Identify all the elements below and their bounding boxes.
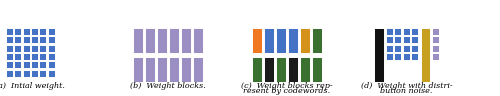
Bar	[48, 45, 54, 52]
Bar	[48, 70, 54, 77]
Bar	[276, 28, 285, 53]
Bar	[394, 45, 402, 52]
Bar	[288, 57, 298, 82]
Bar	[31, 53, 38, 60]
Bar	[432, 53, 439, 60]
Bar	[276, 57, 285, 82]
Bar	[402, 28, 409, 35]
Bar	[252, 57, 262, 82]
Bar	[14, 36, 21, 43]
Bar	[22, 28, 30, 35]
Bar	[432, 45, 439, 52]
Text: (d)  Weight with distri-: (d) Weight with distri-	[361, 82, 452, 90]
Bar	[6, 45, 13, 52]
Bar	[22, 36, 30, 43]
Bar	[411, 28, 418, 35]
Bar	[39, 70, 46, 77]
Bar	[394, 36, 402, 43]
Bar	[31, 70, 38, 77]
Bar	[14, 70, 21, 77]
Bar	[39, 45, 46, 52]
Bar	[6, 61, 13, 68]
Bar	[39, 28, 46, 35]
Bar	[6, 28, 13, 35]
Bar	[252, 28, 262, 53]
Bar	[48, 61, 54, 68]
Bar	[157, 28, 166, 53]
Bar	[374, 28, 384, 82]
Bar	[193, 28, 202, 53]
Bar	[14, 61, 21, 68]
Bar	[6, 53, 13, 60]
Bar	[22, 53, 30, 60]
Bar	[264, 57, 274, 82]
Bar	[386, 28, 393, 35]
Bar	[394, 28, 402, 35]
Bar	[402, 45, 409, 52]
Bar	[133, 28, 142, 53]
Bar	[31, 61, 38, 68]
Text: (b)  Weight blocks.: (b) Weight blocks.	[130, 82, 206, 90]
Text: (c)  Weight blocks rep-: (c) Weight blocks rep-	[241, 82, 332, 90]
Bar	[312, 28, 322, 53]
Bar	[288, 28, 298, 53]
Bar	[48, 36, 54, 43]
Bar	[145, 28, 154, 53]
Bar	[145, 57, 154, 82]
Bar	[300, 57, 310, 82]
Bar	[169, 57, 178, 82]
Bar	[22, 45, 30, 52]
Bar	[386, 53, 393, 60]
Bar	[264, 28, 274, 53]
Bar	[39, 61, 46, 68]
Bar	[402, 36, 409, 43]
Bar	[39, 53, 46, 60]
Bar	[411, 53, 418, 60]
Bar	[22, 61, 30, 68]
Bar	[6, 70, 13, 77]
Bar	[6, 36, 13, 43]
Bar	[312, 57, 322, 82]
Bar	[31, 28, 38, 35]
Bar	[22, 70, 30, 77]
Bar	[181, 28, 190, 53]
Bar	[386, 45, 393, 52]
Bar	[48, 53, 54, 60]
Bar	[432, 36, 439, 43]
Bar	[133, 57, 142, 82]
Bar	[14, 45, 21, 52]
Bar	[402, 53, 409, 60]
Bar	[31, 36, 38, 43]
Bar	[31, 45, 38, 52]
Bar	[48, 28, 54, 35]
Bar	[169, 28, 178, 53]
Bar	[300, 28, 310, 53]
Text: (a)  Intial weight.: (a) Intial weight.	[0, 82, 65, 90]
Bar	[420, 28, 430, 82]
Bar	[39, 36, 46, 43]
Bar	[157, 57, 166, 82]
Text: resent by codewords.: resent by codewords.	[243, 87, 330, 95]
Bar	[193, 57, 202, 82]
Bar	[432, 28, 439, 35]
Bar	[181, 57, 190, 82]
Text: bution noise.: bution noise.	[380, 87, 433, 95]
Bar	[386, 36, 393, 43]
Bar	[411, 45, 418, 52]
Bar	[14, 53, 21, 60]
Bar	[14, 28, 21, 35]
Bar	[394, 53, 402, 60]
Bar	[411, 36, 418, 43]
